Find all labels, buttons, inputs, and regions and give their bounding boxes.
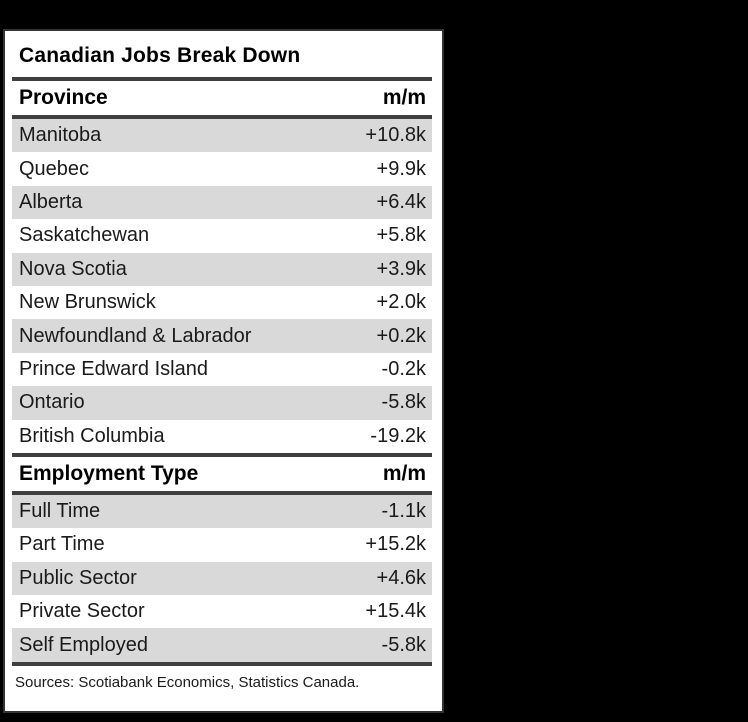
row-label: New Brunswick	[19, 291, 156, 314]
row-value: +9.9k	[376, 157, 426, 180]
row-value: -5.8k	[381, 633, 426, 656]
table-row: New Brunswick +2.0k	[12, 286, 432, 319]
row-label: Part Time	[19, 533, 105, 556]
table-row: Self Employed -5.8k	[12, 628, 432, 662]
source-note: Sources: Scotiabank Economics, Statistic…	[15, 673, 360, 691]
row-value: -0.2k	[381, 357, 426, 380]
column-header-employment-type: Employment Type	[19, 461, 199, 485]
row-label: Saskatchewan	[19, 224, 150, 247]
row-value: -1.1k	[381, 500, 426, 523]
column-header-mm: m/m	[382, 461, 426, 485]
row-value: +4.6k	[376, 566, 426, 589]
table-row: Manitoba +10.8k	[12, 119, 432, 153]
row-label: Private Sector	[19, 600, 145, 623]
divider-rule	[12, 115, 432, 119]
row-label: Self Employed	[19, 633, 148, 656]
row-label: Ontario	[19, 391, 85, 414]
table-row: British Columbia -19.2k	[12, 420, 432, 453]
table-row: Quebec +9.9k	[12, 152, 432, 185]
jobs-table-card: Canadian Jobs Break Down Province m/m Ma…	[3, 29, 444, 713]
row-label: British Columbia	[19, 424, 165, 447]
table-row: Ontario -5.8k	[12, 386, 432, 420]
row-label: Manitoba	[19, 124, 102, 147]
table-row: Alberta +6.4k	[12, 185, 432, 220]
table-row: Nova Scotia +3.9k	[12, 252, 432, 286]
table-row: Saskatchewan +5.8k	[12, 219, 432, 252]
row-value: +15.4k	[365, 600, 426, 623]
table-row: Prince Edward Island -0.2k	[12, 353, 432, 386]
row-value: +10.8k	[365, 124, 426, 147]
row-value: +5.8k	[376, 224, 426, 247]
table-row: Part Time +15.2k	[12, 528, 432, 561]
table-row: Newfoundland & Labrador +0.2k	[12, 319, 432, 353]
divider-rule	[12, 452, 432, 457]
divider-rule	[12, 490, 432, 495]
table-row: Private Sector +15.4k	[12, 595, 432, 628]
row-label: Newfoundland & Labrador	[19, 324, 252, 347]
row-label: Alberta	[19, 190, 83, 213]
table-row: Public Sector +4.6k	[12, 561, 432, 596]
row-label: Full Time	[19, 500, 101, 523]
section-header-province: Province m/m	[12, 81, 432, 115]
table-row: Full Time -1.1k	[12, 494, 432, 529]
row-value: +15.2k	[365, 533, 426, 556]
row-value: +3.9k	[376, 257, 426, 280]
row-label: Quebec	[19, 157, 90, 180]
divider-rule	[12, 661, 432, 666]
table-title: Canadian Jobs Break Down	[19, 44, 301, 67]
row-value: -19.2k	[370, 424, 426, 447]
row-label: Prince Edward Island	[19, 357, 208, 380]
section-header-employment-type: Employment Type m/m	[12, 457, 432, 491]
row-value: +2.0k	[376, 291, 426, 314]
row-label: Public Sector	[19, 566, 137, 589]
column-header-province: Province	[19, 86, 108, 109]
row-value: +6.4k	[376, 190, 426, 213]
row-value: -5.8k	[381, 391, 426, 414]
row-label: Nova Scotia	[19, 257, 127, 280]
row-value: +0.2k	[376, 324, 426, 347]
divider-rule	[12, 77, 432, 81]
column-header-mm: m/m	[382, 86, 426, 109]
